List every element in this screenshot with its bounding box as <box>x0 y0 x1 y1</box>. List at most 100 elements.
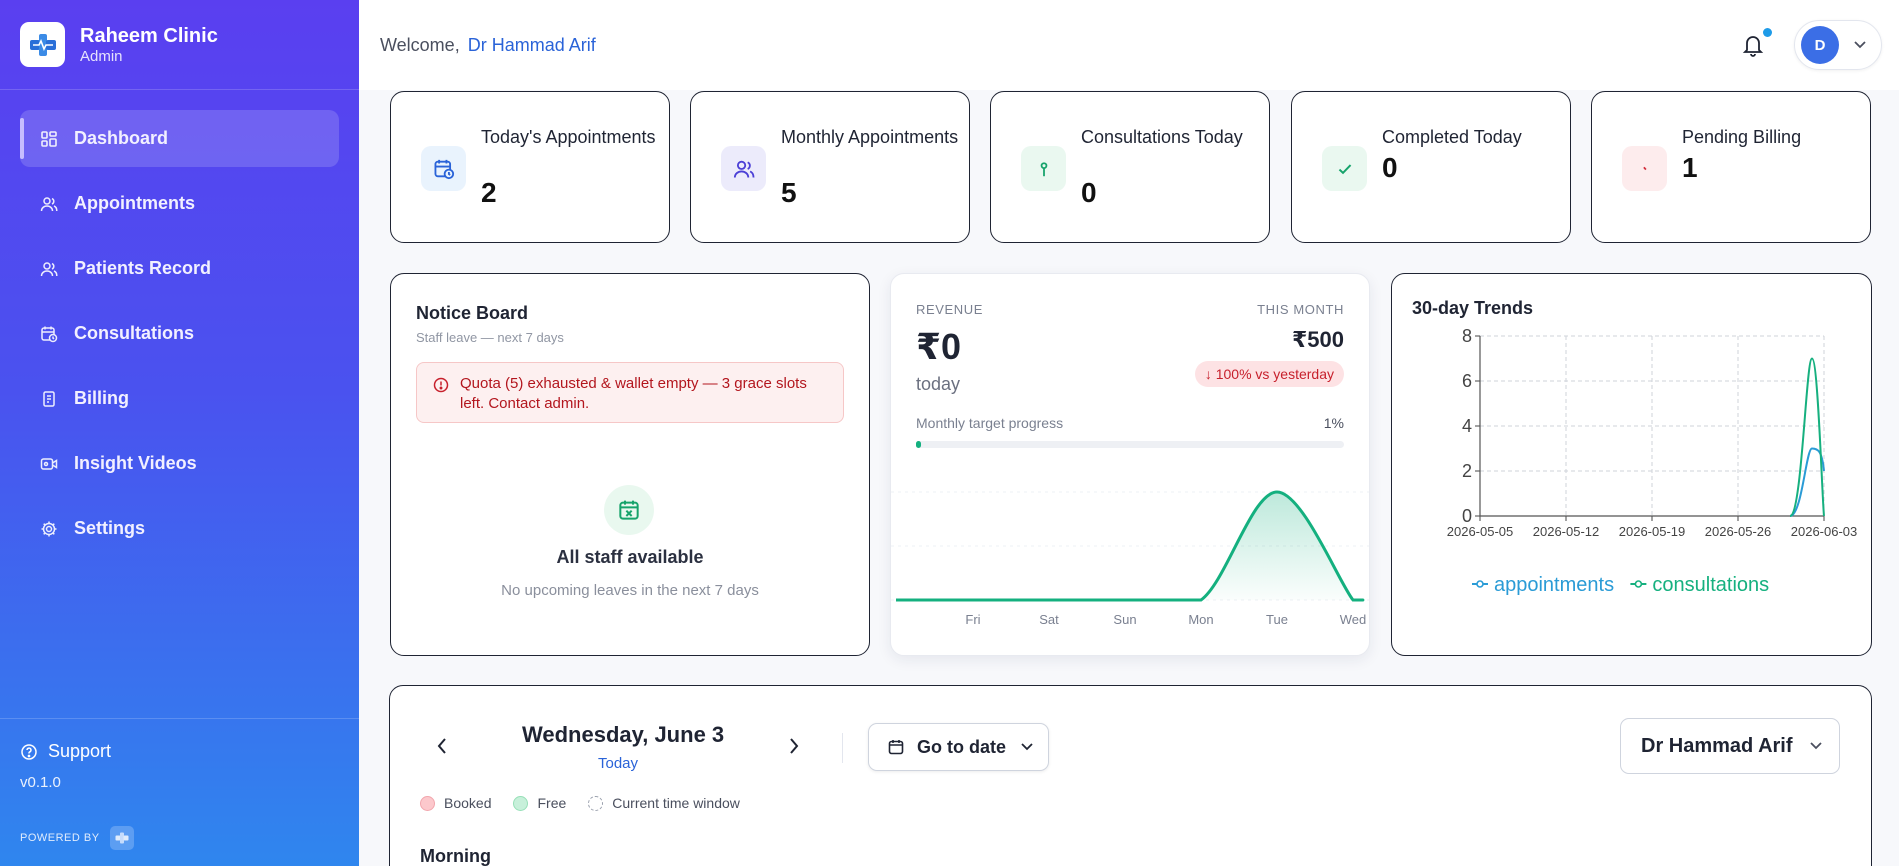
powered-by: POWERED BY <box>20 826 134 850</box>
legend-current-window: Current time window <box>588 795 740 811</box>
stat-label: Today's Appointments <box>481 127 656 147</box>
support-label: Support <box>48 741 112 761</box>
free-swatch <box>513 795 529 811</box>
app-version: v0.1.0 <box>20 774 61 791</box>
legend-marker-icon <box>1476 580 1484 588</box>
grid-icon <box>41 130 57 147</box>
stat-label: Pending Billing <box>1682 127 1802 147</box>
staff-available-title: All staff available <box>556 547 704 567</box>
stat-value: 5 <box>781 177 797 208</box>
y-tick-label: 8 <box>1462 326 1472 346</box>
go-to-date-button[interactable]: Go to date <box>868 723 1049 771</box>
sidebar-item-label: Appointments <box>74 193 195 213</box>
sidebar-item-appointments[interactable]: Appointments <box>20 175 339 232</box>
target-progress-fill <box>916 441 922 448</box>
x-tick-label: 2026-05-12 <box>1533 524 1600 539</box>
chevron-right-icon[interactable] <box>787 736 801 756</box>
x-tick-label: 2026-05-26 <box>1705 524 1772 539</box>
stat-card-consultations-today[interactable]: Consultations Today 0 <box>990 91 1270 243</box>
schedule-today-link[interactable]: Today <box>598 755 639 772</box>
sidebar-item-patients-record[interactable]: Patients Record <box>20 240 339 297</box>
current-window-swatch <box>588 795 604 811</box>
y-tick-label: 6 <box>1462 371 1472 391</box>
x-tick-label: 2026-06-03 <box>1791 524 1858 539</box>
sidebar-nav: Dashboard Appointments Patients Record C… <box>0 90 359 557</box>
trends-chart: 0 2 4 6 8 2026-05-05 2026-05-12 2026-05-19 2026-… <box>1447 326 1858 596</box>
target-progress-label: Monthly target progress <box>916 415 1064 431</box>
stethoscope-icon <box>1021 146 1066 191</box>
go-to-date-label: Go to date <box>917 736 1006 757</box>
staff-available-subtitle: No upcoming leaves in the next 7 days <box>501 582 759 599</box>
revenue-today-value: ₹0 <box>916 326 962 367</box>
x-tick-label: Fri <box>965 612 980 627</box>
revenue-change-badge: ↓ 100% vs yesterday <box>1194 361 1344 387</box>
users-icon <box>721 146 766 191</box>
doctor-select[interactable]: Dr Hammad Arif <box>1620 718 1840 774</box>
series-line-consultations <box>1789 357 1825 517</box>
sidebar-item-label: Billing <box>74 388 129 408</box>
clinic-logo-icon <box>20 22 65 67</box>
legend-booked-label: Booked <box>444 795 492 811</box>
this-month-label: THIS MONTH <box>1257 302 1344 317</box>
target-progress-value: 1% <box>1323 415 1344 431</box>
chevron-down-icon <box>1854 41 1866 49</box>
legend-booked: Booked <box>420 795 491 811</box>
legend-marker-icon <box>1634 580 1643 588</box>
support-link[interactable]: Support <box>20 741 339 762</box>
top-header: Welcome, Dr Hammad Arif <box>359 0 1899 90</box>
x-tick-label: Wed <box>1340 612 1367 627</box>
quota-alert: Quota (5) exhausted & wallet empty — 3 g… <box>416 362 844 423</box>
chevron-down-icon <box>1809 742 1822 750</box>
brand-name: Raheem Clinic <box>80 25 218 47</box>
x-tick-label: Sat <box>1039 612 1059 627</box>
stat-card-completed-today[interactable]: Completed Today 0 <box>1291 91 1571 243</box>
legend-label: appointments <box>1494 574 1614 596</box>
legend-label: consultations <box>1652 574 1769 596</box>
sidebar-item-label: Dashboard <box>74 128 169 148</box>
x-tick-label: 2026-05-05 <box>1447 524 1514 539</box>
sidebar-item-billing[interactable]: Billing <box>20 370 339 427</box>
sidebar-item-label: Patients Record <box>74 258 212 278</box>
user-menu[interactable]: D <box>1794 20 1882 70</box>
sidebar-item-settings[interactable]: Settings <box>20 500 339 557</box>
sidebar-item-dashboard[interactable]: Dashboard <box>20 110 339 167</box>
bell-icon[interactable] <box>1742 33 1764 57</box>
schedule-legend: Booked Free Current time window <box>420 795 762 811</box>
notice-board: Notice Board Staff leave — next 7 days Q… <box>390 273 870 656</box>
sidebar-item-label: Insight Videos <box>74 453 197 473</box>
powered-by-label: POWERED BY <box>20 832 100 844</box>
revenue-chart: Fri Sat Sun Mon Tue Wed <box>891 490 1369 627</box>
sidebar-item-consultations[interactable]: Consultations <box>20 305 339 362</box>
calendar-icon <box>888 740 904 755</box>
sidebar: Raheem Clinic Admin Dashboard Appointmen… <box>0 0 359 866</box>
legend-free-label: Free <box>537 795 567 811</box>
y-tick-label: 4 <box>1462 416 1472 436</box>
trends-card: 30-day Trends 0 2 4 6 8 2026-05-05 2026-05-12 2… <box>1391 273 1872 656</box>
revenue-label: REVENUE <box>916 302 984 317</box>
stat-label: Completed Today <box>1382 127 1522 147</box>
notification-dot <box>1763 28 1772 37</box>
quota-alert-text: Quota (5) exhausted & wallet empty — 3 g… <box>460 375 807 412</box>
stat-card-pending-billing[interactable]: Pending Billing 1 <box>1591 91 1871 243</box>
stat-card-monthly-appointments[interactable]: Monthly Appointments 5 <box>690 91 970 243</box>
target-progress-bar <box>916 441 1344 448</box>
stat-value: 0 <box>1382 152 1398 183</box>
receipt-icon <box>43 390 55 407</box>
sidebar-item-label: Consultations <box>74 323 194 343</box>
schedule-card: Wednesday, June 3 Today Go to date Dr Ha… <box>389 685 1872 866</box>
sidebar-item-insight-videos[interactable]: Insight Videos <box>20 435 339 492</box>
divider <box>842 733 843 763</box>
x-tick-label: 2026-05-19 <box>1619 524 1686 539</box>
y-tick-label: 0 <box>1462 506 1472 526</box>
chevron-left-icon[interactable] <box>435 736 449 756</box>
revenue-month-value: ₹500 <box>1291 327 1344 352</box>
help-circle-icon <box>21 743 37 760</box>
calendar-clock-icon <box>421 146 466 191</box>
revenue-card: REVENUE THIS MONTH ₹0 today ₹500 ↓ 100% … <box>890 273 1370 656</box>
stat-card-todays-appointments[interactable]: Today's Appointments 2 <box>390 91 670 243</box>
stat-value: 1 <box>1682 152 1698 183</box>
calendar-clock-icon <box>41 326 58 342</box>
sidebar-item-label: Settings <box>74 518 146 538</box>
sidebar-footer: Support v0.1.0 <box>0 718 359 791</box>
chevron-down-icon <box>1021 743 1033 751</box>
